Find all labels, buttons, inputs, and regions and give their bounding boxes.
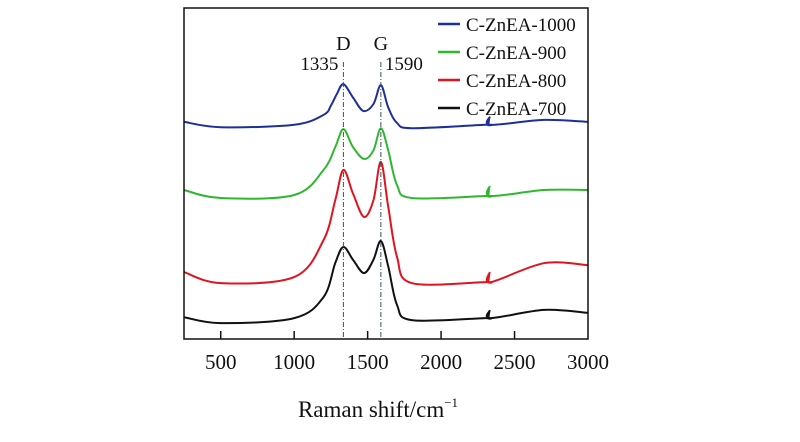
x-tick-label: 1000 [273, 350, 315, 374]
x-axis-title-text: Raman shift/cm [298, 397, 444, 422]
legend-label: C-ZnEA-1000 [466, 15, 576, 36]
d-band-label: D [336, 33, 350, 55]
x-axis: 500 1000 1500 2000 2500 3000 [205, 331, 609, 374]
series-line-C-ZnEA-700 [183, 239, 589, 325]
legend: C-ZnEA-1000 C-ZnEA-900 C-ZnEA-800 C-ZnEA-70… [438, 15, 576, 120]
legend-label: C-ZnEA-800 [466, 71, 566, 92]
x-tick-label: 1500 [347, 350, 389, 374]
legend-label: C-ZnEA-900 [466, 43, 566, 64]
legend-item: C-ZnEA-700 [438, 99, 566, 120]
g-band-value: 1590 [385, 54, 423, 75]
series-line-C-ZnEA-1000 [183, 83, 589, 130]
d-band-value: 1335 [300, 54, 338, 75]
series-line-C-ZnEA-800 [183, 160, 589, 286]
x-axis-title-superscript: −1 [444, 395, 458, 410]
series-group [183, 83, 589, 325]
x-tick-label: 2000 [420, 350, 462, 374]
series-line-C-ZnEA-900 [183, 127, 589, 200]
x-tick-label: 500 [205, 350, 237, 374]
x-tick-label: 3000 [567, 350, 609, 374]
legend-item: C-ZnEA-1000 [438, 15, 576, 36]
legend-item: C-ZnEA-800 [438, 71, 566, 92]
plot-frame [183, 7, 589, 340]
legend-label: C-ZnEA-700 [466, 99, 566, 120]
peak-annotations: D G 1335 1590 [300, 33, 423, 339]
x-axis-title: Raman shift/cm−1 [298, 395, 458, 422]
x-tick-label: 2500 [494, 350, 536, 374]
legend-item: C-ZnEA-900 [438, 43, 566, 64]
g-band-label: G [374, 33, 388, 55]
